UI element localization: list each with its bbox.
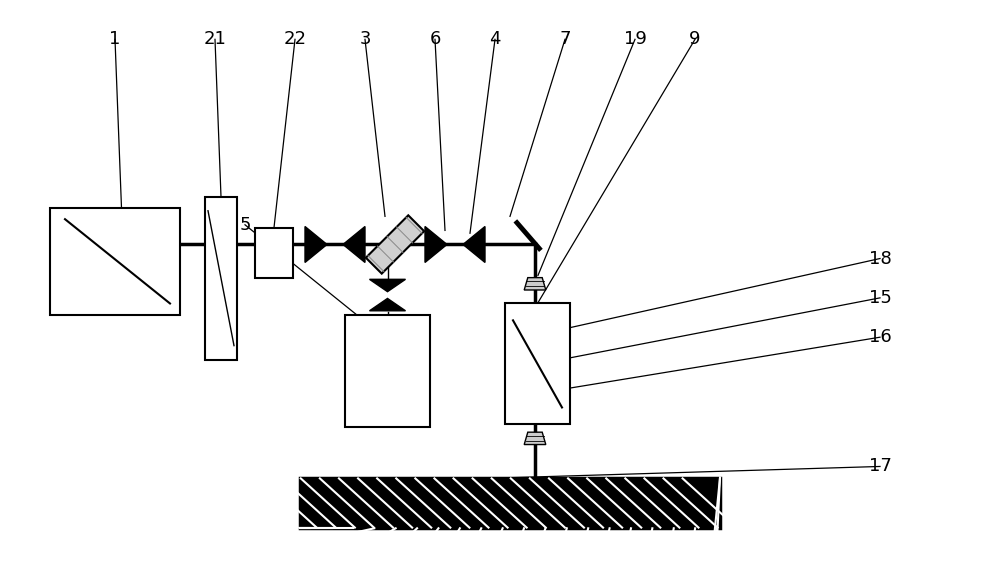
Text: 5: 5 [239,216,251,234]
Polygon shape [370,298,406,311]
Text: 6: 6 [429,30,441,48]
Polygon shape [305,226,327,262]
Polygon shape [524,278,546,290]
Polygon shape [463,226,485,262]
Polygon shape [425,226,447,262]
Text: 22: 22 [284,30,306,48]
Text: 21: 21 [204,30,226,48]
Polygon shape [524,432,546,445]
Bar [505,303,570,424]
Text: 16: 16 [869,328,891,346]
Text: 1: 1 [109,30,121,48]
Text: 17: 17 [869,457,891,475]
Text: 3: 3 [359,30,371,48]
Polygon shape [343,226,365,262]
Text: 18: 18 [869,250,891,268]
Text: 19: 19 [624,30,646,48]
Text: 15: 15 [869,289,891,307]
Text: 7: 7 [559,30,571,48]
Bar [300,478,720,528]
Bar [50,208,180,315]
Text: 4: 4 [489,30,501,48]
Bar [255,228,293,278]
Bar [205,197,237,360]
Polygon shape [370,279,406,292]
Bar [345,315,430,427]
Polygon shape [366,215,424,274]
Text: 9: 9 [689,30,701,48]
